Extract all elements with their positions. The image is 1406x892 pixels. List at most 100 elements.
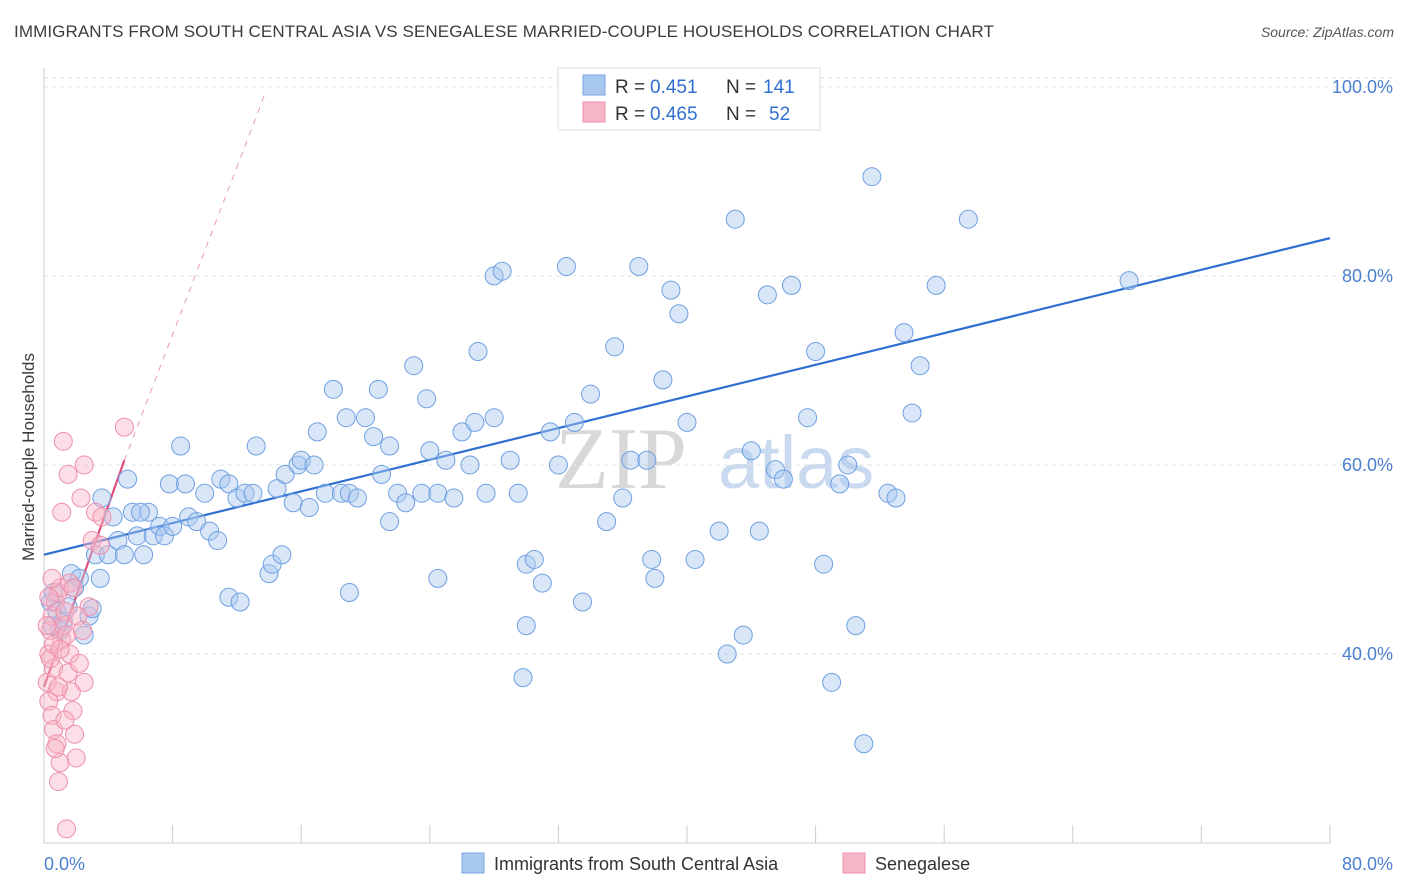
point-0-130 [230,592,250,612]
point-0-73 [460,455,480,475]
legend-swatch-pink [582,101,606,123]
point-0-111 [781,275,801,295]
legend-r-value-0: 0.451 [650,77,698,98]
point-0-5 [53,611,73,631]
point-0-72 [452,422,472,442]
point-1-14 [50,753,70,773]
point-0-95 [642,549,662,569]
point-0-67 [417,389,437,409]
point-0-125 [910,356,930,376]
point-1-18 [57,625,77,645]
source-label: Source: ZipAtlas.com [1260,24,1394,40]
point-1-17 [55,601,75,621]
y-tick-label-2: 80.0% [1342,266,1393,286]
point-0-21 [127,526,147,546]
point-0-106 [741,441,761,461]
point-0-30 [175,474,195,494]
point-1-41 [48,677,68,697]
trend-line-0 [43,237,1331,556]
point-0-71 [444,488,464,508]
trend-extension-1 [123,91,267,461]
point-0-129 [219,587,239,607]
point-0-55 [336,408,356,428]
bottom-legend-label-1: Senegalese [875,854,970,874]
data-points [37,167,1139,839]
legend: R = 0.451 N = 141 R = 0.465 N = 52 [557,67,821,131]
point-1-26 [74,672,94,692]
point-0-115 [822,672,842,692]
y-tick-label-3: 100.0% [1332,77,1393,97]
point-0-98 [661,280,681,300]
point-0-87 [564,412,584,432]
point-0-133 [516,616,536,636]
tick-labels: 40.0% 60.0% 80.0% 100.0% 0.0% 80.0% [44,77,1393,874]
point-0-37 [219,474,239,494]
watermark-zip: ZIP [555,411,687,508]
point-0-137 [272,545,292,565]
legend-r-label-1: R = [615,104,645,125]
point-0-109 [765,460,785,480]
point-0-134 [605,337,625,357]
point-0-135 [339,583,359,603]
point-0-127 [958,209,978,229]
point-0-116 [830,474,850,494]
point-0-97 [653,370,673,390]
watermark: ZIP atlas [555,411,874,508]
point-1-44 [37,616,57,636]
point-0-52 [315,483,335,503]
point-0-40 [243,483,263,503]
point-0-88 [573,592,593,612]
point-1-47 [68,606,88,626]
point-1-27 [79,597,99,617]
point-0-16 [103,507,123,527]
point-1-51 [39,587,59,607]
point-1-32 [58,464,78,484]
point-0-91 [613,488,633,508]
point-0-82 [524,549,544,569]
point-0-22 [134,545,154,565]
point-1-29 [90,535,110,555]
point-0-61 [372,464,392,484]
point-1-19 [58,663,78,683]
bottom-legend-swatch-blue [461,852,485,874]
point-0-122 [886,488,906,508]
bottom-legend-label-0: Immigrants from South Central Asia [494,854,779,874]
point-1-3 [42,606,62,626]
chart-title: IMMIGRANTS FROM SOUTH CENTRAL ASIA VS SE… [14,22,994,41]
point-0-29 [171,436,191,456]
point-0-28 [163,516,183,536]
grid [44,77,1395,655]
legend-r-value-1: 0.465 [650,104,698,125]
point-0-69 [428,483,448,503]
point-0-65 [404,356,424,376]
point-0-107 [749,521,769,541]
legend-n-value-1: 52 [769,104,790,125]
point-0-59 [364,427,384,447]
point-1-42 [55,710,75,730]
point-0-35 [208,531,228,551]
point-0-84 [540,422,560,442]
point-0-103 [717,644,737,664]
point-0-89 [581,384,601,404]
point-1-36 [92,507,112,527]
point-0-20 [122,502,142,522]
x-tick-label-0: 0.0% [44,854,85,874]
point-1-33 [71,488,91,508]
point-0-79 [500,450,520,470]
point-0-108 [757,285,777,305]
legend-swatch-blue [582,74,606,96]
watermark-atlas: atlas [718,421,874,504]
point-0-83 [532,573,552,593]
point-1-31 [53,431,73,451]
point-0-102 [709,521,729,541]
point-0-63 [388,483,408,503]
point-0-114 [814,554,834,574]
point-1-38 [57,819,77,839]
legend-r-label-0: R = [615,77,645,98]
point-1-48 [73,620,93,640]
point-0-27 [159,474,179,494]
point-0-119 [854,734,874,754]
point-0-136 [428,568,448,588]
point-0-112 [798,408,818,428]
point-0-93 [629,256,649,276]
